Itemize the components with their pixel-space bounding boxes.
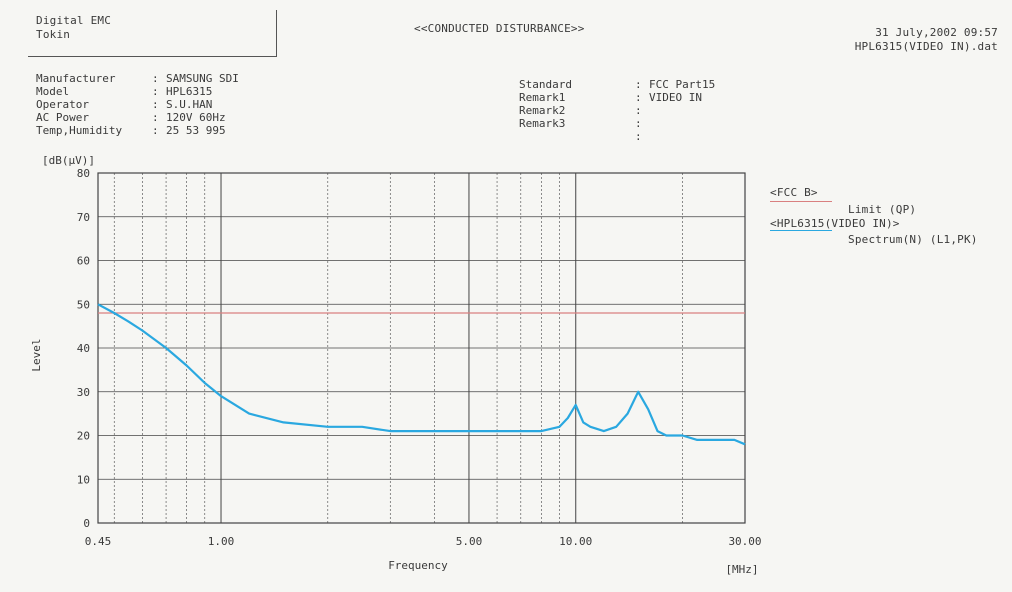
x-tick-label: 10.00 [559, 535, 592, 548]
info-key: Standard [519, 78, 572, 91]
company-location: Tokin [36, 28, 71, 41]
report-title: <<CONDUCTED DISTURBANCE>> [414, 22, 585, 35]
info-value: FCC Part15 [649, 78, 716, 91]
info-key: AC Power [36, 111, 89, 124]
company-name: Digital EMC [36, 14, 112, 27]
legend-spectrum-swatch [770, 230, 832, 231]
info-row-ac-power: AC Power:120V 60Hz [36, 111, 226, 124]
info-value: SAMSUNG SDI [166, 72, 239, 85]
y-tick-label: 70 [77, 211, 90, 224]
y-tick-label: 20 [77, 430, 90, 443]
info-row-temp-humidity: Temp,Humidity:25 53 995 [36, 124, 226, 137]
data-filename: HPL6315(VIDEO IN).dat [854, 40, 998, 53]
y-tick-label: 40 [77, 342, 90, 355]
y-tick-label: 30 [77, 386, 90, 399]
info-row-operator: Operator: S.U.HAN [36, 98, 213, 111]
legend-limit-swatch [770, 201, 832, 202]
legend-spectrum-label: Spectrum(N) (L1,PK) [848, 233, 978, 246]
y-tick-label: 0 [83, 517, 90, 530]
info-key: Remark3 [519, 117, 566, 130]
y-tick-label: 50 [77, 298, 90, 311]
info-row-remark1: Remark1: VIDEO IN [519, 91, 702, 104]
info-value: S.U.HAN [166, 98, 213, 111]
series-layer [97, 303, 746, 446]
info-row-model: Model: HPL6315 [36, 85, 213, 98]
y-tick-label: 80 [77, 167, 90, 180]
x-unit-label: [MHz] [725, 563, 758, 576]
legend-spectrum-group: <HPL6315(VIDEO IN)> [770, 217, 900, 230]
info-row-remark2: Remark2: [519, 104, 642, 117]
info-key: Manufacturer [36, 72, 116, 85]
info-row-manufacturer: Manufacturer: SAMSUNG SDI [36, 72, 239, 85]
info-row-blank: : [635, 130, 642, 143]
info-key: Model [36, 85, 70, 98]
info-value: VIDEO IN [649, 91, 702, 104]
spectrum-line [97, 303, 746, 446]
x-tick-label: 30.00 [728, 535, 761, 548]
grid-lines [97, 172, 746, 524]
company-box [28, 10, 277, 57]
info-value: HPL6315 [166, 85, 213, 98]
x-tick-label: 5.00 [456, 535, 483, 548]
info-key: Temp,Humidity [36, 124, 123, 137]
x-axis-title: Frequency [388, 559, 448, 572]
info-value: 120V 60Hz [166, 111, 226, 124]
info-row-standard: Standard: FCC Part15 [519, 78, 716, 91]
info-key: Remark2 [519, 104, 566, 117]
y-unit-label: [dB(μV)] [42, 154, 95, 167]
report-datetime: 31 July,2002 09:57 [875, 26, 998, 39]
axis-ticks: 0 10 20 30 40 50 60 70 80 0.45 1.00 5.00 10.00 30.00 [77, 167, 762, 548]
legend-limit-group: <FCC B> [770, 186, 818, 199]
x-tick-label: 0.45 [85, 535, 112, 548]
legend-limit-label: Limit (QP) [848, 203, 917, 216]
y-axis-title: Level [30, 338, 43, 371]
y-tick-label: 60 [77, 255, 90, 268]
info-row-remark3: Remark3: [519, 117, 642, 130]
x-tick-label: 1.00 [208, 535, 235, 548]
info-key: Operator [36, 98, 89, 111]
info-value: 25 53 995 [166, 124, 226, 137]
y-tick-label: 10 [77, 473, 90, 486]
info-key: Remark1 [519, 91, 566, 104]
